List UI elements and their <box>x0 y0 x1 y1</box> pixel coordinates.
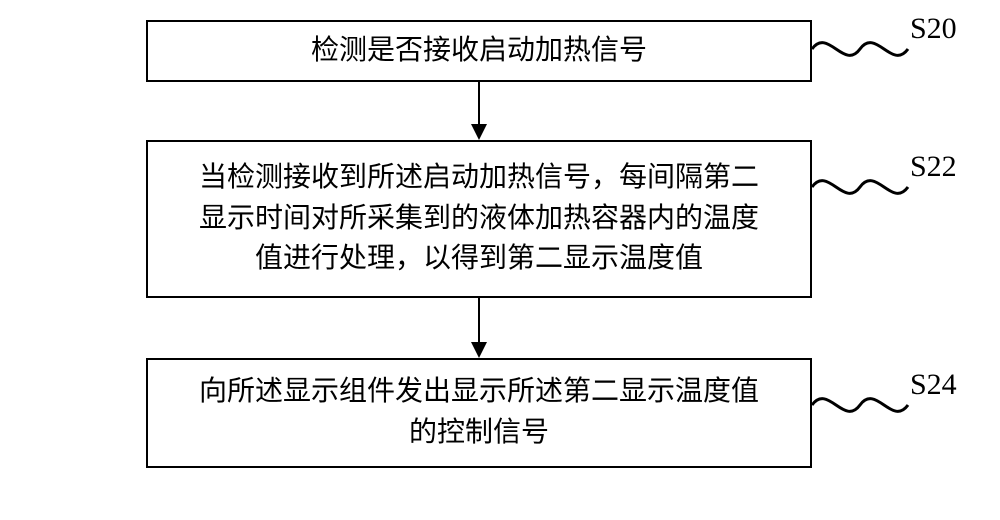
flow-node-s22-text: 当检测接收到所述启动加热信号，每间隔第二 显示时间对所采集到的液体加热容器内的温… <box>181 152 777 286</box>
wave-connector-s22 <box>812 172 908 202</box>
step-label-s20: S20 <box>910 12 957 46</box>
flow-node-s24-text: 向所述显示组件发出显示所述第二显示温度值 的控制信号 <box>181 366 777 459</box>
flow-node-s20-text: 检测是否接收启动加热信号 <box>293 25 665 78</box>
wave-connector-s20 <box>812 34 908 64</box>
edge-s22-s24 <box>469 298 489 358</box>
wave-connector-s24 <box>812 390 908 420</box>
flow-node-s24: 向所述显示组件发出显示所述第二显示温度值 的控制信号 <box>146 358 812 468</box>
edge-s20-s22 <box>469 82 489 140</box>
step-label-s24: S24 <box>910 368 957 402</box>
flowchart-canvas: 检测是否接收启动加热信号 当检测接收到所述启动加热信号，每间隔第二 显示时间对所… <box>0 0 1000 520</box>
flow-node-s20: 检测是否接收启动加热信号 <box>146 20 812 82</box>
step-label-s22: S22 <box>910 150 957 184</box>
flow-node-s22: 当检测接收到所述启动加热信号，每间隔第二 显示时间对所采集到的液体加热容器内的温… <box>146 140 812 298</box>
